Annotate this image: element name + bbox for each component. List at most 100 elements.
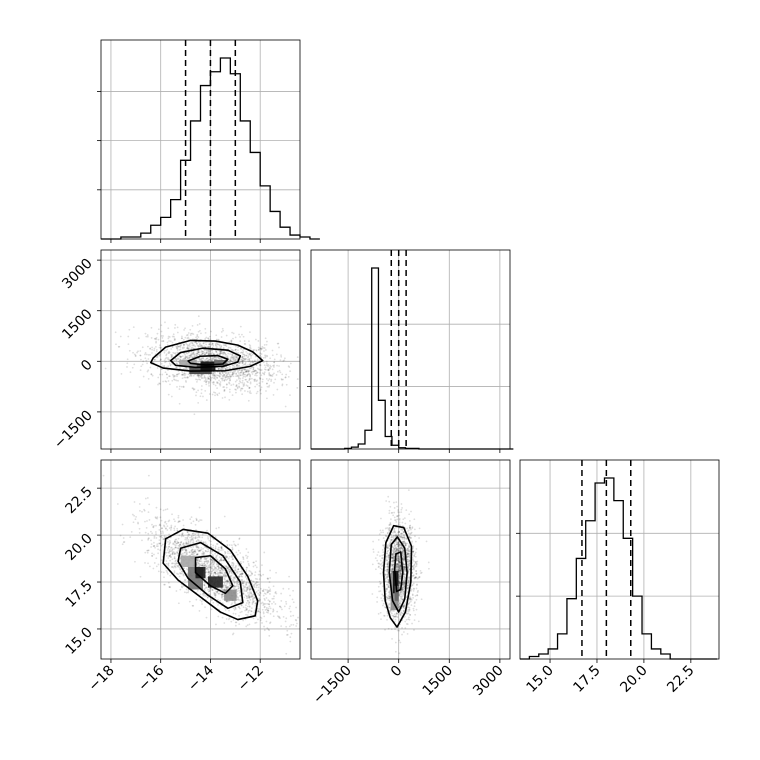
data-point [173, 562, 176, 565]
data-point [231, 548, 234, 550]
data-point [237, 585, 239, 588]
data-point [171, 379, 174, 382]
data-point [211, 374, 214, 376]
data-point [402, 554, 404, 557]
data-point [167, 564, 170, 567]
data-point [177, 549, 180, 552]
data-point [399, 575, 402, 578]
data-point [208, 375, 211, 378]
data-point [384, 566, 387, 568]
data-point [233, 543, 236, 546]
data-point [248, 391, 251, 394]
data-point [232, 579, 235, 582]
data-point [203, 589, 206, 592]
data-point [214, 594, 217, 597]
data-point [218, 383, 221, 385]
data-point [168, 358, 171, 361]
data-point [203, 562, 205, 565]
data-point [237, 362, 240, 365]
data-point [224, 551, 227, 554]
data-point [280, 600, 283, 602]
data-point [148, 519, 151, 521]
data-point [242, 351, 245, 353]
data-point [391, 564, 394, 567]
data-point [178, 566, 181, 569]
data-point [198, 560, 201, 562]
data-point [226, 567, 229, 569]
data-point [205, 381, 207, 383]
data-point [252, 580, 254, 583]
data-point [167, 541, 169, 543]
data-point [220, 558, 222, 561]
data-point [398, 580, 401, 583]
data-point [216, 590, 218, 593]
data-point [191, 604, 194, 607]
data-point [183, 373, 186, 375]
data-point [204, 606, 206, 609]
data-point [232, 607, 235, 610]
data-point [163, 525, 166, 528]
data-point [203, 375, 206, 377]
data-point [175, 359, 178, 362]
data-point [403, 567, 405, 570]
data-point [231, 558, 234, 561]
data-point [196, 374, 199, 377]
data-point [399, 568, 401, 571]
data-point [296, 386, 299, 389]
data-point [214, 557, 217, 560]
data-point [129, 371, 132, 374]
data-point [216, 591, 218, 594]
data-point [193, 341, 196, 343]
data-point [417, 589, 419, 592]
data-point [392, 554, 395, 557]
data-point [227, 377, 230, 380]
data-point [170, 355, 173, 358]
data-point [183, 346, 186, 349]
data-point [196, 560, 199, 563]
data-point [157, 383, 159, 386]
data-point [379, 582, 382, 585]
data-point [235, 551, 238, 554]
data-point [189, 374, 192, 377]
data-point [227, 580, 230, 583]
data-point [243, 355, 246, 358]
data-point [402, 604, 405, 607]
data-point [388, 591, 391, 594]
data-point [182, 535, 185, 537]
data-point [137, 522, 139, 525]
data-point [269, 622, 271, 625]
data-point [153, 358, 156, 361]
data-point [176, 551, 178, 554]
data-point [236, 375, 239, 377]
data-point [244, 358, 246, 361]
data-point [131, 366, 134, 369]
data-point [227, 372, 230, 375]
data-point [177, 345, 179, 348]
data-point [175, 562, 177, 565]
data-point [230, 384, 233, 387]
data-point [223, 389, 226, 392]
data-point [266, 602, 269, 605]
data-point [212, 357, 215, 360]
data-point [177, 357, 179, 360]
data-point [393, 557, 396, 560]
data-point [262, 602, 265, 605]
data-point [181, 549, 184, 552]
data-point [408, 550, 411, 553]
data-point [397, 545, 399, 548]
data-point [149, 353, 151, 356]
data-point [197, 520, 200, 523]
data-point [399, 579, 401, 582]
data-point [251, 361, 254, 364]
data-point [220, 567, 223, 570]
data-point [399, 578, 401, 581]
data-point [217, 546, 220, 549]
data-point [168, 539, 171, 542]
data-point [147, 538, 150, 541]
data-point [213, 374, 216, 376]
data-point [190, 549, 193, 552]
data-point [223, 575, 226, 577]
data-point [393, 550, 395, 552]
data-point [193, 355, 196, 358]
data-point [216, 382, 218, 384]
